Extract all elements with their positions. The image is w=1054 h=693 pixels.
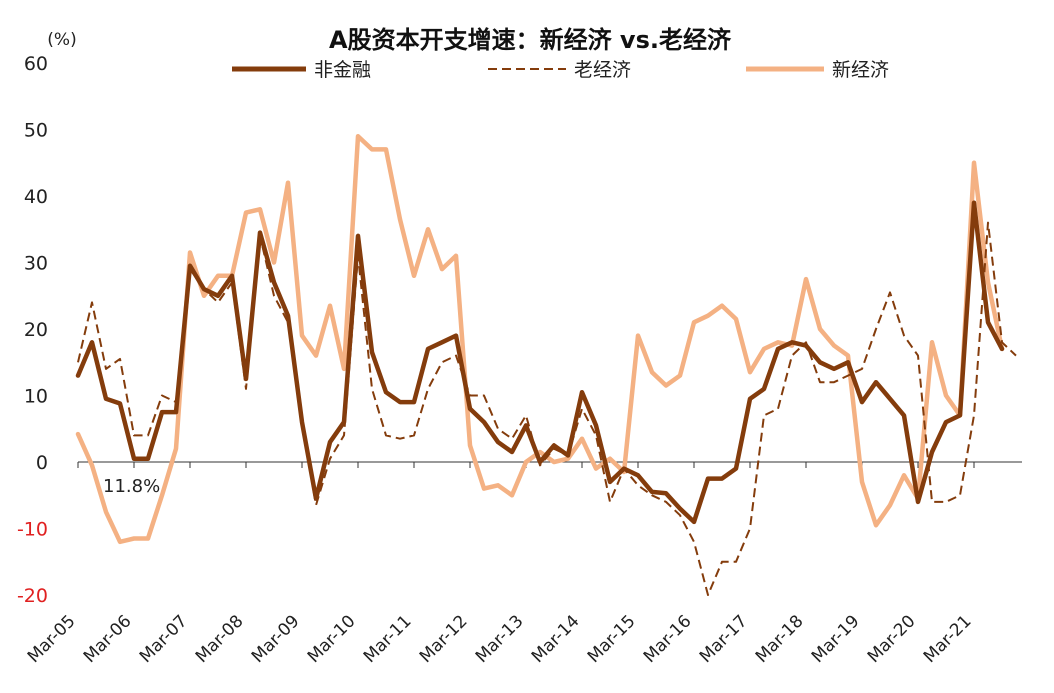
x-tick-label: Mar-06 — [80, 611, 136, 667]
y-tick-label: 60 — [24, 53, 48, 75]
y-axis-unit: (%) — [47, 30, 76, 50]
x-tick-label: Mar-17 — [696, 611, 752, 667]
x-tick-label: Mar-14 — [528, 611, 584, 667]
legend-label-new-economy: 新经济 — [832, 59, 889, 81]
x-tick-label: Mar-08 — [192, 611, 248, 667]
y-tick-label: -10 — [17, 519, 48, 541]
x-tick-label: Mar-05 — [24, 611, 80, 667]
y-tick-label: 30 — [24, 253, 48, 275]
x-tick-label: Mar-11 — [360, 611, 416, 667]
chart-title: A股资本开支增速：新经济 vs.老经济 — [329, 26, 732, 54]
y-tick-label: 0 — [36, 452, 48, 474]
x-tick-label: Mar-15 — [584, 611, 640, 667]
x-tick-label: Mar-19 — [808, 611, 864, 667]
y-axis: 60 50 40 30 20 10 0 -10 -20 — [17, 53, 48, 607]
x-axis: Mar-05 Mar-06 Mar-07 Mar-08 Mar-09 Mar-10 Mar-… — [24, 461, 1022, 667]
x-tick-label: Mar-13 — [472, 611, 528, 667]
y-tick-label: 40 — [24, 186, 48, 208]
y-tick-label: 50 — [24, 120, 48, 142]
x-tick-label: Mar-16 — [640, 611, 696, 667]
series-line-nonfinancial — [75, 200, 1005, 525]
x-tick-label: Mar-10 — [304, 611, 360, 667]
x-tick-label: Mar-20 — [864, 611, 920, 667]
x-tick-label: Mar-18 — [752, 611, 808, 667]
x-tick-label: Mar-21 — [920, 611, 976, 667]
x-tick-label: Mar-07 — [136, 611, 192, 667]
series-line-new-economy — [75, 133, 1005, 545]
annotation-label: 11.8% — [103, 476, 160, 497]
plot-area — [75, 133, 1017, 596]
y-tick-label: 20 — [24, 319, 48, 341]
legend: 非金融 老经济 新经济 — [232, 59, 889, 81]
legend-label-old-economy: 老经济 — [574, 59, 631, 81]
x-tick-label: Mar-12 — [416, 611, 472, 667]
y-tick-label: -20 — [17, 585, 48, 607]
x-tick-label: Mar-09 — [248, 611, 304, 667]
legend-label-nonfinancial: 非金融 — [314, 59, 371, 81]
y-tick-label: 10 — [24, 386, 48, 408]
